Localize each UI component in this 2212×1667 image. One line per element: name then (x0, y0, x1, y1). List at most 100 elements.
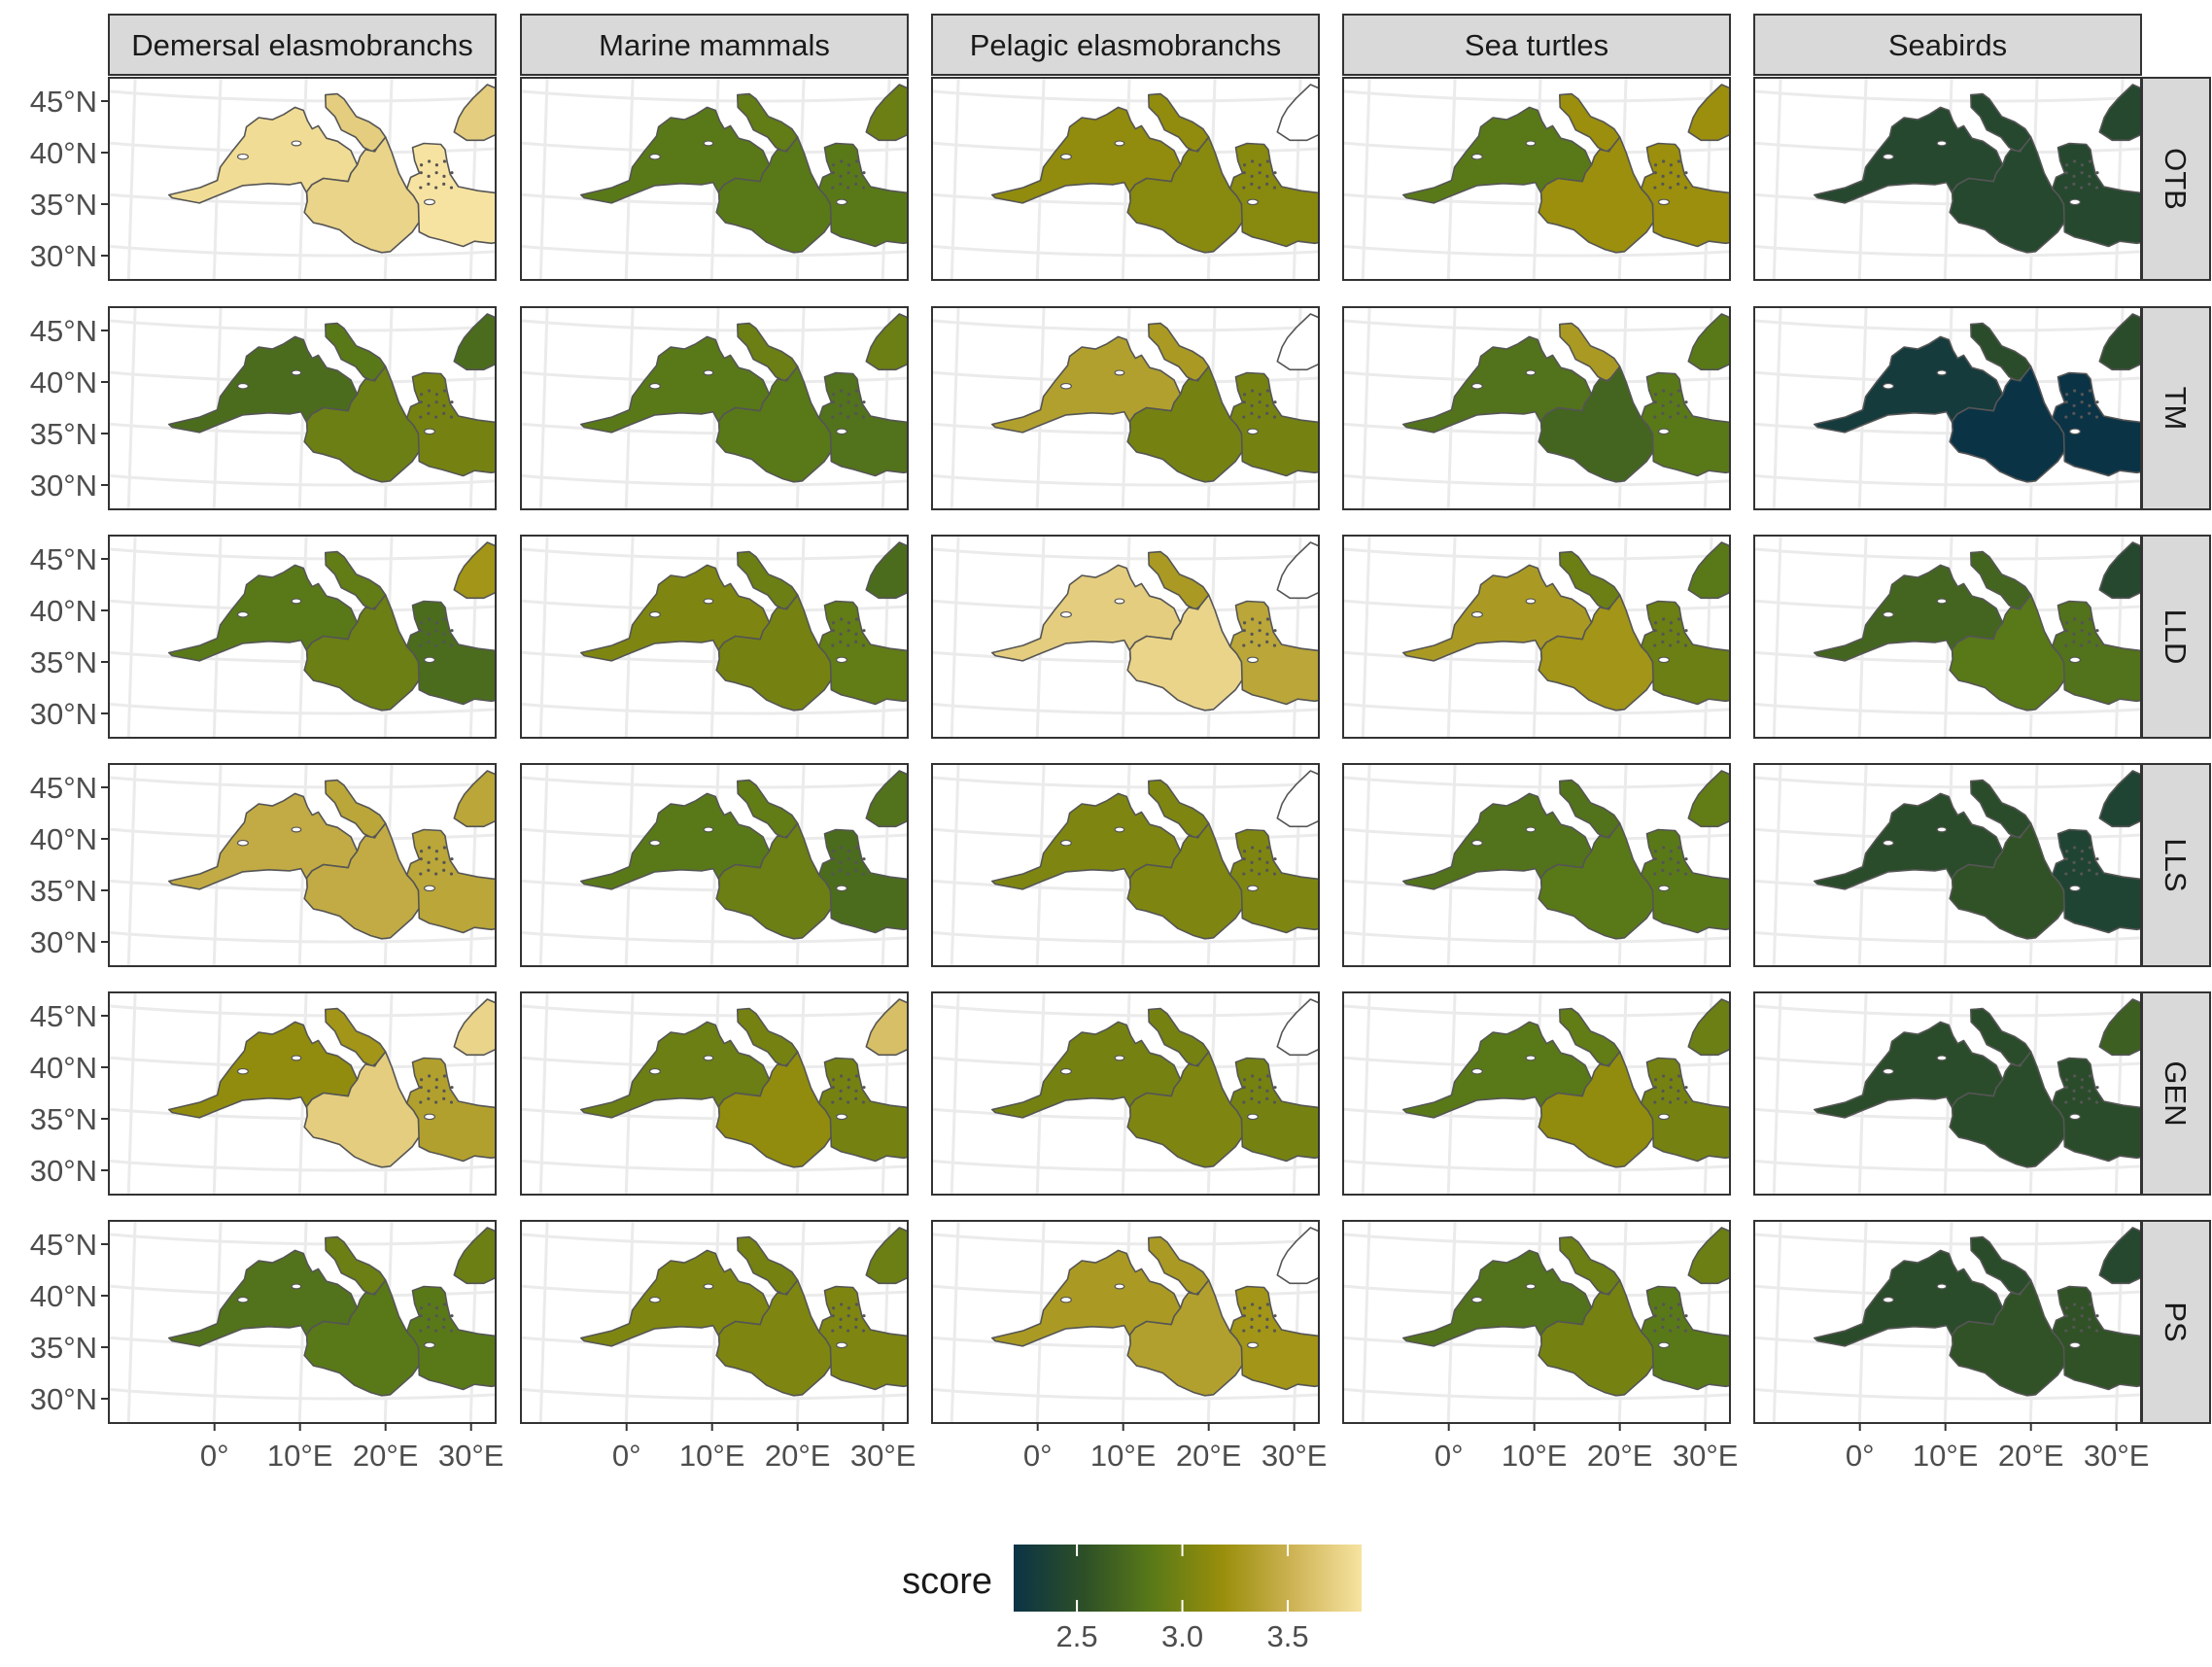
region-western-mediterranean (579, 106, 771, 204)
region-black-sea (1687, 84, 1730, 142)
region-central-mediterranean (303, 1279, 421, 1397)
lat-tick-label: 45°N (30, 314, 97, 348)
map-panel-ps-pelagic-elasmobranchs (931, 1220, 1320, 1424)
region-central-mediterranean (1949, 136, 2066, 254)
column-strip-seabirds: Seabirds (1753, 14, 2142, 76)
region-western-mediterranean (1401, 792, 1593, 890)
column-strip-marine-mammals: Marine mammals (520, 14, 909, 76)
map-panel-gen-marine-mammals (520, 991, 909, 1196)
region-central-mediterranean (1538, 365, 1655, 483)
map-panel-lls-pelagic-elasmobranchs (931, 763, 1320, 967)
region-black-sea (453, 1227, 496, 1285)
region-western-mediterranean (167, 564, 359, 662)
region-black-sea (1276, 1227, 1319, 1285)
lon-tick-label: 0° (612, 1439, 641, 1473)
map-panel-ps-marine-mammals (520, 1220, 909, 1424)
region-western-mediterranean (1401, 106, 1593, 204)
lat-tick-label: 45°N (30, 85, 97, 119)
map-panel-ps-sea-turtles (1342, 1220, 1731, 1424)
region-black-sea (2098, 84, 2141, 142)
column-label: Marine mammals (599, 28, 830, 62)
region-central-mediterranean (303, 594, 421, 712)
lat-tick-label: 45°N (30, 999, 97, 1033)
region-black-sea (453, 84, 496, 142)
lon-tick-label: 10°E (1090, 1439, 1157, 1473)
lat-tick-label: 45°N (30, 1228, 97, 1262)
row-label: GEN (2159, 1060, 2193, 1126)
region-central-mediterranean (715, 365, 833, 483)
region-black-sea (1687, 1227, 1730, 1285)
region-western-mediterranean (167, 1249, 359, 1347)
map-panel-otb-sea-turtles (1342, 77, 1731, 281)
region-western-mediterranean (579, 564, 771, 662)
lat-tick-label: 30°N (30, 469, 97, 503)
region-central-mediterranean (1538, 822, 1655, 940)
legend-tick-label: 3.0 (1161, 1619, 1203, 1653)
region-western-mediterranean (990, 335, 1182, 434)
row-strip-lld: LLD (2141, 535, 2211, 739)
lon-tick-label: 30°E (850, 1439, 916, 1473)
region-western-mediterranean (990, 1249, 1182, 1347)
row-label: PS (2159, 1302, 2193, 1341)
row-strip-otb: OTB (2141, 77, 2211, 281)
map-panel-lld-pelagic-elasmobranchs (931, 535, 1320, 739)
region-western-mediterranean (1813, 792, 2004, 890)
region-black-sea (453, 541, 496, 600)
region-central-mediterranean (1949, 1051, 2066, 1168)
map-panel-lls-sea-turtles (1342, 763, 1731, 967)
region-central-mediterranean (1538, 1279, 1655, 1397)
row-label: LLS (2159, 838, 2193, 891)
region-western-mediterranean (167, 792, 359, 890)
region-western-mediterranean (1401, 1021, 1593, 1119)
region-central-mediterranean (1126, 1051, 1244, 1168)
lon-tick-label: 20°E (1176, 1439, 1242, 1473)
lon-tick-label: 0° (1023, 1439, 1053, 1473)
map-panel-tm-pelagic-elasmobranchs (931, 306, 1320, 510)
lat-tick-label: 30°N (30, 1154, 97, 1188)
region-black-sea (1276, 770, 1319, 828)
region-western-mediterranean (1401, 335, 1593, 434)
map-panel-otb-seabirds (1753, 77, 2142, 281)
region-western-mediterranean (1401, 564, 1593, 662)
map-panel-lls-marine-mammals (520, 763, 909, 967)
region-black-sea (1276, 84, 1319, 142)
region-black-sea (2098, 1227, 2141, 1285)
region-black-sea (2098, 313, 2141, 371)
lat-tick-label: 35°N (30, 417, 97, 451)
lat-tick-label: 35°N (30, 874, 97, 908)
region-central-mediterranean (715, 594, 833, 712)
lon-tick-label: 10°E (1913, 1439, 1979, 1473)
lon-tick-label: 0° (1434, 1439, 1464, 1473)
region-central-mediterranean (715, 136, 833, 254)
region-central-mediterranean (303, 136, 421, 254)
lon-tick-label: 10°E (1502, 1439, 1568, 1473)
lon-tick-label: 10°E (267, 1439, 333, 1473)
region-central-mediterranean (1949, 365, 2066, 483)
region-western-mediterranean (1813, 1249, 2004, 1347)
row-label: LLD (2159, 609, 2193, 665)
region-western-mediterranean (990, 792, 1182, 890)
region-black-sea (1687, 770, 1730, 828)
legend-tick-label: 2.5 (1056, 1619, 1098, 1653)
lat-tick-label: 30°N (30, 1382, 97, 1416)
lon-tick-label: 30°E (1673, 1439, 1739, 1473)
region-western-mediterranean (1813, 564, 2004, 662)
lat-tick-label: 35°N (30, 1102, 97, 1136)
region-black-sea (1687, 998, 1730, 1057)
region-black-sea (2098, 541, 2141, 600)
lon-tick-label: 20°E (1998, 1439, 2064, 1473)
map-panel-tm-sea-turtles (1342, 306, 1731, 510)
lon-tick-label: 20°E (765, 1439, 831, 1473)
lat-tick-label: 45°N (30, 771, 97, 805)
region-black-sea (865, 84, 908, 142)
lat-tick-label: 40°N (30, 136, 97, 170)
map-panel-lld-marine-mammals (520, 535, 909, 739)
region-central-mediterranean (1949, 1279, 2066, 1397)
region-black-sea (865, 1227, 908, 1285)
map-panel-tm-demersal-elasmobranchs (108, 306, 497, 510)
region-central-mediterranean (715, 1051, 833, 1168)
region-western-mediterranean (579, 792, 771, 890)
region-western-mediterranean (1813, 106, 2004, 204)
legend-title: score (902, 1561, 992, 1602)
